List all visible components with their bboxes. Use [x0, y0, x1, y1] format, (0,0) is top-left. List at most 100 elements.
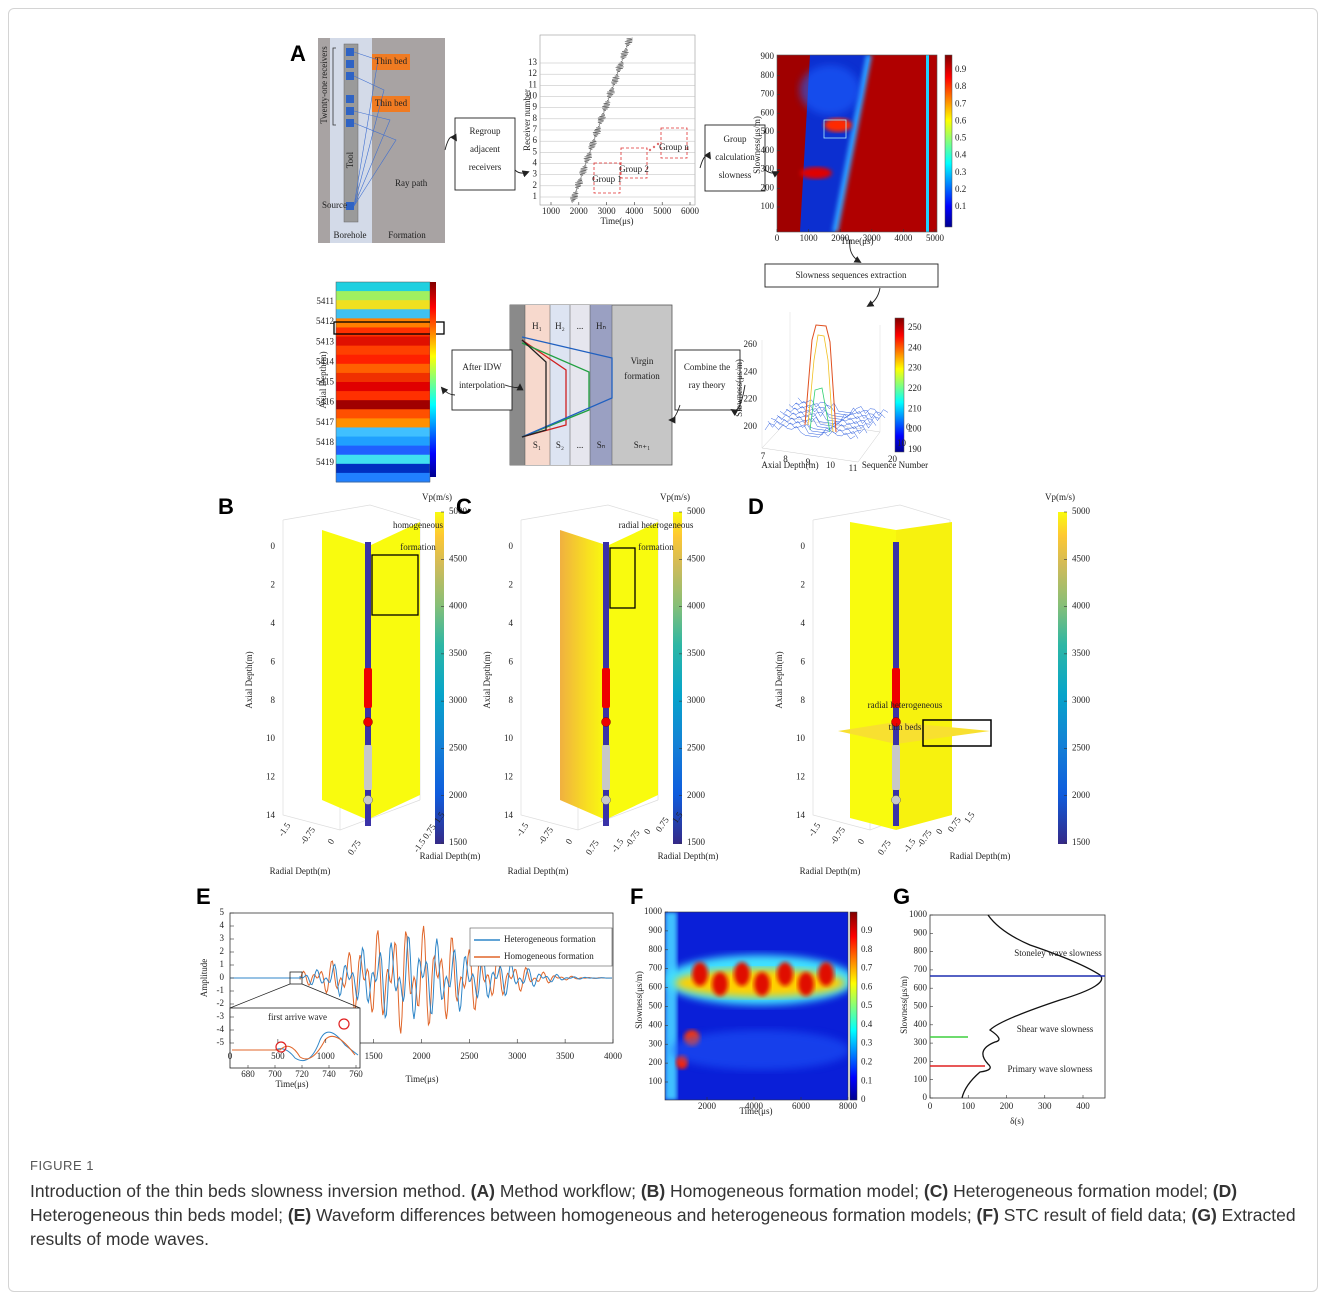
- tick-label: 0.6: [861, 981, 873, 991]
- tick-label: 0.75: [876, 838, 894, 857]
- tick-label: 12: [504, 772, 513, 782]
- heat-band: [336, 391, 430, 401]
- surface-line: [764, 422, 856, 440]
- heat-band: [336, 318, 430, 328]
- label: Sequence Number: [862, 460, 928, 470]
- tick-label: 4500: [449, 553, 468, 563]
- heat-band: [336, 363, 430, 374]
- thin-bed: [838, 722, 990, 744]
- tick-label: 0.5: [861, 1000, 873, 1010]
- tick-label: 10: [504, 733, 514, 743]
- label: S₁: [533, 440, 541, 450]
- tick-label: 0.6: [955, 115, 967, 125]
- tick-label: 500: [649, 1001, 663, 1011]
- tick-label: -5: [217, 1037, 225, 1047]
- label: formation: [638, 542, 674, 552]
- tick-label: 6: [801, 656, 806, 666]
- surface-line: [797, 397, 889, 417]
- label: Radial Depth(m): [270, 866, 331, 876]
- arrows: [440, 133, 881, 424]
- tick-label: -0.75: [298, 825, 317, 847]
- tick-label: 2000: [698, 1101, 717, 1111]
- blob: [754, 972, 770, 996]
- tick-label: 5415: [316, 377, 335, 387]
- mode-label: Primary wave slowness: [1008, 1064, 1093, 1074]
- source-red: [602, 668, 610, 708]
- caption: FIGURE 1 Introduction of the thin beds s…: [30, 1158, 1300, 1251]
- heat-band: [336, 291, 430, 301]
- tick-label: 10: [796, 733, 806, 743]
- tick-label: 0: [509, 541, 514, 551]
- label: Time(μs): [276, 1079, 309, 1089]
- tick-label: -1.5: [806, 820, 823, 838]
- tick-label: 200: [1000, 1101, 1014, 1111]
- source-dot: [601, 717, 611, 727]
- colorbar: [435, 512, 444, 844]
- tick-label: 240: [744, 366, 758, 376]
- label: Source: [322, 200, 347, 210]
- caption-run: Homogeneous formation model;: [665, 1181, 924, 1201]
- tick-label: 500: [271, 1051, 285, 1061]
- tick-label: 700: [649, 963, 663, 973]
- tick-label: 5000: [449, 506, 468, 516]
- tick-label: -0.75: [915, 828, 934, 850]
- label: Hₙ: [596, 321, 606, 331]
- tick-label: 0.1: [861, 1075, 872, 1085]
- label: Axial Depth(m): [482, 651, 492, 708]
- tick-label: 900: [761, 51, 775, 61]
- label: radial heterogeneous: [619, 520, 694, 530]
- tick-label: 2: [801, 579, 806, 589]
- blob: [818, 962, 834, 986]
- tick-label: 14: [504, 810, 514, 820]
- label: Group 1: [592, 174, 622, 184]
- tick-label: 3000: [449, 695, 468, 705]
- caption-run: Heterogeneous formation model;: [948, 1181, 1213, 1201]
- label: radial heterogeneous: [868, 700, 943, 710]
- tick-label: 1500: [449, 837, 468, 847]
- label: Group 2: [619, 164, 649, 174]
- tick-label: 0.2: [861, 1057, 872, 1067]
- tick-label: 2: [271, 579, 276, 589]
- tick-label: 4000: [894, 233, 913, 243]
- tick-label: 2000: [1072, 790, 1091, 800]
- label: homogeneous: [393, 520, 443, 530]
- label: thin beds: [889, 722, 922, 732]
- tick-label: 4: [533, 158, 538, 168]
- tick-label: 0.75: [946, 815, 964, 834]
- tick-label: 400: [649, 1019, 663, 1029]
- tick-label: 3500: [556, 1051, 575, 1061]
- tick-label: 12: [528, 68, 537, 78]
- step-text: Regroup: [470, 126, 501, 136]
- tick-label: 720: [295, 1069, 309, 1079]
- tick-label: 250: [908, 322, 922, 332]
- tick-label: 5418: [316, 437, 335, 447]
- tick-label: 2000: [570, 206, 589, 216]
- label: Slowness(μs/m): [634, 971, 644, 1029]
- layered-model: [509, 304, 673, 466]
- source-dot: [891, 717, 901, 727]
- label: Tool: [345, 151, 355, 168]
- tick-label: 5414: [316, 356, 335, 366]
- step-text: Combine the: [684, 362, 730, 372]
- label: Radial Depth(m): [950, 851, 1011, 861]
- heat-band: [336, 300, 430, 310]
- tick-label: 20: [888, 454, 898, 464]
- receiver-dot: [363, 795, 373, 805]
- label: formation: [624, 371, 660, 381]
- tick-label: 6000: [681, 206, 700, 216]
- tick-label: 0: [856, 836, 867, 846]
- tick-label: 0: [934, 826, 945, 836]
- tick-label: 600: [914, 982, 928, 992]
- tick-label: 200: [744, 421, 758, 431]
- tick-label: 800: [914, 946, 928, 956]
- tick-label: 100: [962, 1101, 976, 1111]
- tick-label: 8: [533, 113, 538, 123]
- tick-label: -1.5: [276, 820, 293, 838]
- caption-run: Heterogeneous thin beds model;: [30, 1205, 288, 1225]
- label: Ray path: [395, 178, 428, 188]
- caption-run: Introduction of the thin beds slowness i…: [30, 1181, 471, 1201]
- heat-band: [336, 372, 430, 383]
- mode-label: Stoneley wave slowness: [1014, 948, 1102, 958]
- tick-label: 200: [908, 424, 922, 434]
- tick-label: 0.75: [346, 838, 364, 857]
